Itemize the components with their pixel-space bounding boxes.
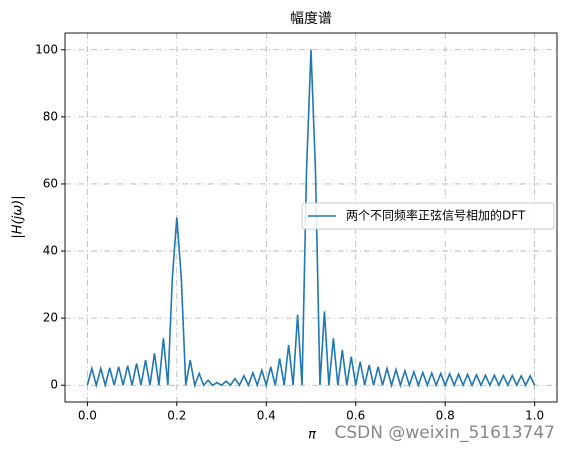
line-series (86, 49, 536, 389)
legend-label: 两个不同频率正弦信号相加的DFT (346, 208, 526, 223)
y-tick-label: 60 (43, 176, 58, 190)
legend: 两个不同频率正弦信号相加的DFT (301, 202, 555, 230)
y-tick-label: 20 (43, 311, 58, 325)
y-tick-label: 80 (43, 109, 58, 123)
watermark: CSDN @weixin_51613747 (334, 423, 555, 443)
y-axis-label: |H(jω)| (11, 195, 26, 238)
y-tick-label: 40 (43, 244, 58, 258)
x-tick-label: 0.2 (167, 409, 186, 423)
x-tick-label: 0.6 (346, 409, 365, 423)
chart-title: 幅度谱 (290, 11, 332, 27)
x-tick-label: 0.8 (436, 409, 455, 423)
x-axis-label: π (308, 428, 316, 443)
legend-box (301, 202, 555, 230)
x-tick-label: 0.0 (78, 409, 97, 423)
y-tick-label: 0 (50, 378, 58, 392)
x-tick-label: 0.4 (257, 409, 276, 423)
plot-frame (64, 32, 558, 403)
y-tick-label: 100 (35, 42, 58, 56)
x-tick-label: 1.0 (525, 409, 544, 423)
